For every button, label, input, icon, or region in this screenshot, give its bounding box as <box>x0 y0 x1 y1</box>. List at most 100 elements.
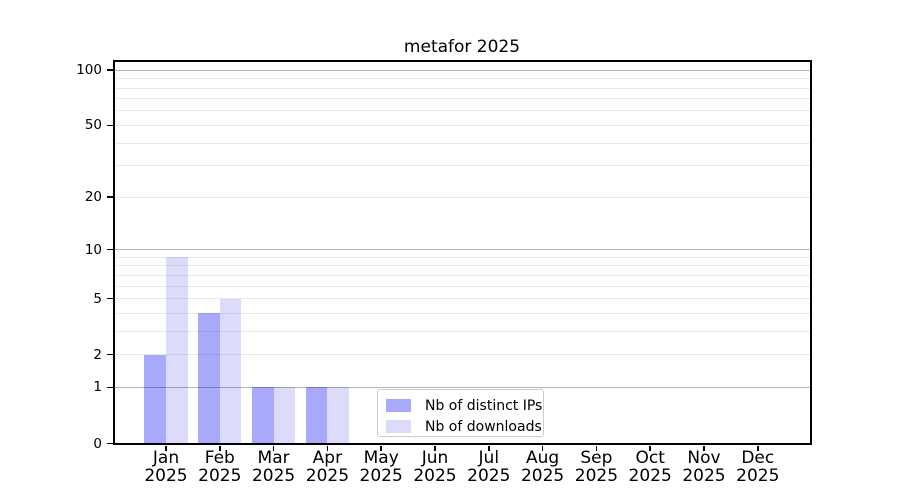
x-tick <box>541 445 544 451</box>
x-tick-label-year: 2025 <box>413 465 457 486</box>
x-tick-label: Nov 2025 <box>661 448 747 486</box>
bar-downloads <box>219 298 242 444</box>
chart-title: metafor 2025 <box>403 37 521 57</box>
bar-distinct-ips <box>252 387 274 444</box>
gridline-minor <box>114 142 810 144</box>
x-tick-label-year: 2025 <box>628 465 672 486</box>
y-tick-label: 0 <box>93 435 102 452</box>
gridline-minor <box>114 98 810 100</box>
x-tick-label-year: 2025 <box>467 465 511 486</box>
x-tick-label-month: Mar <box>257 448 290 468</box>
x-tick-label-month: Oct <box>635 448 665 468</box>
x-tick <box>434 445 436 451</box>
plot-border-left <box>113 60 115 445</box>
x-tick-label: Dec 2025 <box>715 448 801 486</box>
legend-label-distinct-ips: Nb of distinct IPs <box>425 397 543 414</box>
y-tick-label: 10 <box>84 241 102 258</box>
x-tick-label: Jul 2025 <box>446 448 532 486</box>
y-tick <box>107 248 113 251</box>
x-tick <box>165 445 167 451</box>
gridline-minor <box>114 165 810 167</box>
plot-border-bottom <box>113 443 812 446</box>
gridline-minor <box>114 265 810 267</box>
x-tick-label: Jan 2025 <box>123 448 209 486</box>
bar-downloads <box>166 257 188 444</box>
gridline-minor <box>114 354 810 356</box>
gridline-minor <box>114 110 810 112</box>
gridline-major <box>114 386 810 388</box>
x-tick <box>272 445 275 451</box>
y-tick-label: 1 <box>93 379 102 396</box>
x-tick-label-year: 2025 <box>736 465 780 486</box>
gridline-major <box>114 249 810 251</box>
x-tick <box>488 445 490 451</box>
x-tick-label: Feb 2025 <box>177 448 263 486</box>
gridline-minor <box>114 285 810 287</box>
x-tick-label: Jun 2025 <box>392 449 478 486</box>
x-tick-label-year: 2025 <box>251 465 296 486</box>
y-tick <box>107 386 113 389</box>
x-tick-label-year: 2025 <box>574 465 619 486</box>
x-tick-label: Sep 2025 <box>553 448 639 486</box>
y-tick-label: 5 <box>93 290 102 307</box>
x-tick <box>649 445 651 451</box>
x-tick <box>757 445 759 451</box>
y-tick <box>107 196 113 198</box>
x-tick-label-year: 2025 <box>520 465 565 486</box>
bar-distinct-ips <box>198 313 220 444</box>
x-tick-label-year: 2025 <box>198 465 242 486</box>
x-tick-label-month: Sep <box>580 448 613 468</box>
x-tick-label-year: 2025 <box>359 465 403 486</box>
y-tick <box>107 442 113 445</box>
legend-item-downloads: Nb of downloads <box>386 418 543 435</box>
x-tick <box>595 445 598 451</box>
x-tick-label-month: Feb <box>204 448 235 468</box>
legend-label-downloads: Nb of downloads <box>425 418 542 435</box>
y-tick-label: 20 <box>84 189 102 206</box>
gridline-minor <box>114 298 810 300</box>
gridline-minor <box>114 312 810 314</box>
gridline-minor <box>114 330 810 332</box>
y-tick <box>107 353 113 356</box>
x-tick-label-month: Dec <box>741 448 775 468</box>
plot-border-top <box>113 60 812 62</box>
x-tick-label-month: Aug <box>525 448 560 468</box>
x-tick-label-month: Jan <box>152 448 180 468</box>
y-tick-label: 2 <box>93 346 102 363</box>
x-tick-label-month: Jul <box>478 448 500 468</box>
x-tick <box>219 445 221 451</box>
legend-item-distinct-ips: Nb of distinct IPs <box>386 397 543 414</box>
x-tick-label: Oct 2025 <box>607 448 693 486</box>
legend-swatch-distinct-ips-icon <box>386 399 411 412</box>
plot-area <box>114 61 810 444</box>
y-tick <box>107 69 113 71</box>
bar-distinct-ips <box>305 387 328 444</box>
y-tick <box>107 297 113 300</box>
y-tick-label: 100 <box>76 62 102 79</box>
x-tick-label: May 2025 <box>338 448 424 486</box>
x-tick-label: Aug 2025 <box>500 448 586 486</box>
x-tick-label-month: Nov <box>687 448 721 468</box>
gridline-minor <box>114 124 810 126</box>
y-tick-label: 50 <box>84 117 102 134</box>
bar-downloads <box>273 387 296 444</box>
plot-border-right <box>810 60 812 445</box>
legend: Nb of distinct IPs Nb of downloads <box>377 389 544 437</box>
gridline-minor <box>114 196 810 198</box>
x-tick <box>380 445 382 451</box>
gridline-minor <box>114 78 810 80</box>
gridline-major <box>114 69 810 71</box>
x-tick <box>703 445 705 451</box>
y-tick <box>107 124 113 127</box>
bar-downloads <box>327 387 349 444</box>
gridline-minor <box>114 274 810 276</box>
gridline-minor <box>114 256 810 258</box>
x-tick-label-year: 2025 <box>682 465 726 486</box>
x-tick-label-month: May <box>363 448 399 468</box>
legend-swatch-downloads-icon <box>386 420 411 433</box>
x-tick-label: Apr 2025 <box>284 449 370 485</box>
x-tick-label-year: 2025 <box>144 465 188 486</box>
x-tick-label: Mar 2025 <box>231 448 317 486</box>
x-tick <box>326 445 329 451</box>
